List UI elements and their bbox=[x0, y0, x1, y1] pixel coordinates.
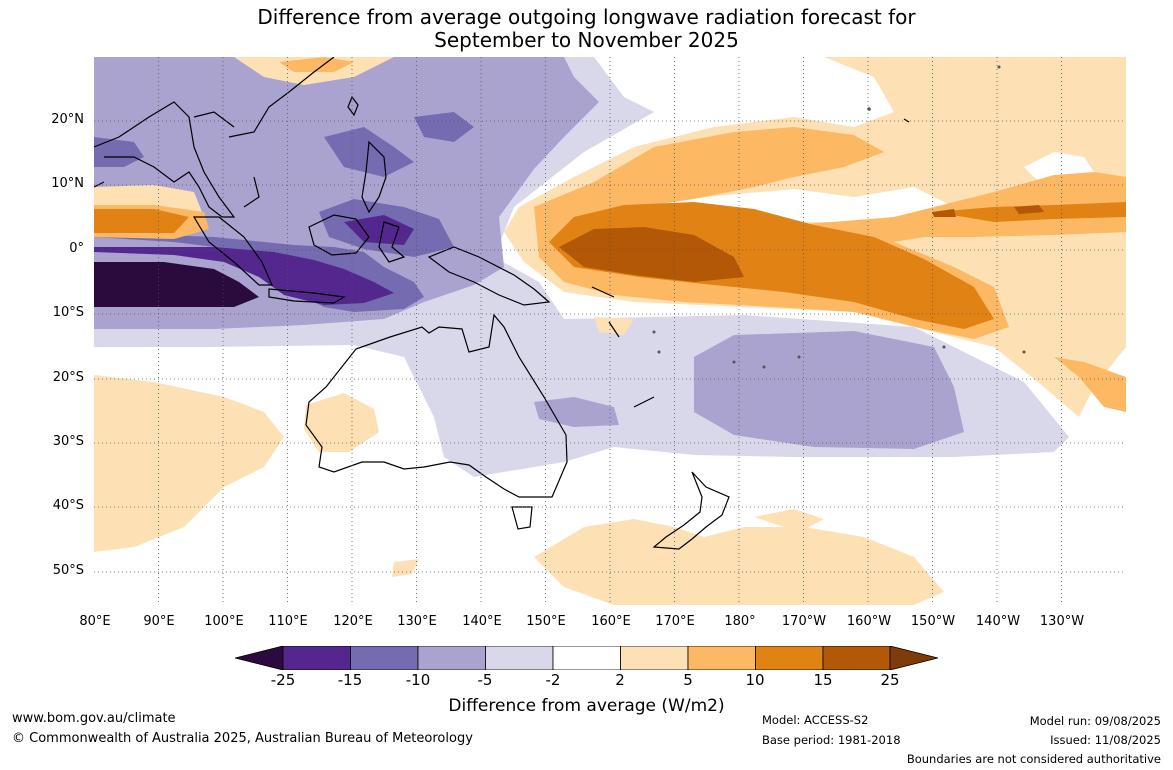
colorbar-tick-label: 10 bbox=[745, 671, 765, 689]
tasmania-coastline bbox=[511, 506, 533, 530]
lon-label: 120°E bbox=[333, 614, 373, 629]
colorbar-segment bbox=[687, 646, 756, 670]
website-link[interactable]: www.bom.gov.au/climate bbox=[12, 711, 176, 726]
australia-coastline bbox=[305, 313, 568, 498]
colorbar-tick-label: 15 bbox=[813, 671, 833, 689]
map-title-line-1: Difference from average outgoing longwav… bbox=[257, 5, 916, 29]
lat-label: 20°N bbox=[51, 112, 84, 127]
java-coastline bbox=[268, 288, 346, 304]
lat-label: 10°S bbox=[52, 305, 84, 320]
colorbar-segment bbox=[417, 646, 486, 670]
lat-label: 30°S bbox=[52, 434, 84, 449]
colorbar-segment bbox=[822, 646, 891, 670]
lat-label: 40°S bbox=[52, 498, 84, 513]
lon-label: 100°E bbox=[204, 614, 244, 629]
colorbar-tick-label: -10 bbox=[405, 671, 431, 689]
lon-label: 180° bbox=[724, 614, 756, 629]
boundaries-disclaimer: Boundaries are not considered authoritat… bbox=[906, 752, 1161, 766]
lon-label: 150°W bbox=[910, 614, 956, 629]
coastlines bbox=[94, 57, 910, 550]
colorbar-title: Difference from average (W/m2) bbox=[448, 696, 725, 716]
olr-anomaly-map bbox=[94, 57, 1126, 605]
lon-label: 160°E bbox=[591, 614, 631, 629]
map-gridlines bbox=[94, 57, 1126, 605]
philippines-coastline bbox=[361, 140, 387, 214]
colorbar-tick-label: -5 bbox=[477, 671, 493, 689]
colorbar-tick-label: 25 bbox=[880, 671, 900, 689]
lon-label: 170°W bbox=[781, 614, 827, 629]
copyright-notice: © Commonwealth of Australia 2025, Austra… bbox=[12, 731, 473, 746]
asia-coastline bbox=[94, 57, 335, 218]
colorbar-tick-label: 2 bbox=[615, 671, 625, 689]
colorbar-segment bbox=[350, 646, 419, 670]
colorbar-segment bbox=[282, 646, 351, 670]
colorbar-segment bbox=[235, 646, 284, 670]
lon-label: 140°W bbox=[975, 614, 1021, 629]
lon-label: 80°E bbox=[79, 614, 111, 629]
colorbar-segment bbox=[620, 646, 689, 670]
lon-label: 160°W bbox=[846, 614, 892, 629]
colorbar-segment bbox=[485, 646, 554, 670]
colorbar-segment bbox=[755, 646, 824, 670]
model-name: Model: ACCESS-S2 bbox=[762, 713, 869, 727]
base-period: Base period: 1981-2018 bbox=[762, 733, 901, 747]
lon-label: 90°E bbox=[143, 614, 175, 629]
lat-label: 20°S bbox=[52, 370, 84, 385]
borneo-coastline bbox=[308, 214, 370, 256]
lat-label: 0° bbox=[69, 241, 84, 256]
lon-label: 130°E bbox=[397, 614, 437, 629]
colorbar bbox=[235, 646, 938, 670]
sulawesi-coastline bbox=[378, 221, 406, 263]
lon-label: 110°E bbox=[268, 614, 308, 629]
lon-label: 170°E bbox=[655, 614, 695, 629]
colorbar-tick-label: -25 bbox=[270, 671, 296, 689]
island-marks bbox=[652, 65, 1026, 369]
map-title-line-2: September to November 2025 bbox=[434, 28, 739, 52]
lon-label: 130°W bbox=[1039, 614, 1085, 629]
colorbar-segment bbox=[552, 646, 621, 670]
lon-label: 150°E bbox=[526, 614, 566, 629]
lon-label: 140°E bbox=[462, 614, 502, 629]
colorbar-tick-label: -2 bbox=[545, 671, 561, 689]
new-zealand-coastline bbox=[652, 471, 730, 550]
lat-label: 50°S bbox=[52, 563, 84, 578]
sumatra-coastline bbox=[192, 216, 273, 286]
model-run-date: Model run: 09/08/2025 bbox=[1029, 714, 1161, 728]
colorbar-tick-label: 5 bbox=[683, 671, 693, 689]
colorbar-tick-label: -15 bbox=[337, 671, 363, 689]
colorbar-segment bbox=[889, 646, 938, 670]
lat-label: 10°N bbox=[51, 176, 84, 191]
new-guinea-coastline bbox=[427, 246, 551, 306]
issued-date: Issued: 11/08/2025 bbox=[1050, 733, 1161, 747]
